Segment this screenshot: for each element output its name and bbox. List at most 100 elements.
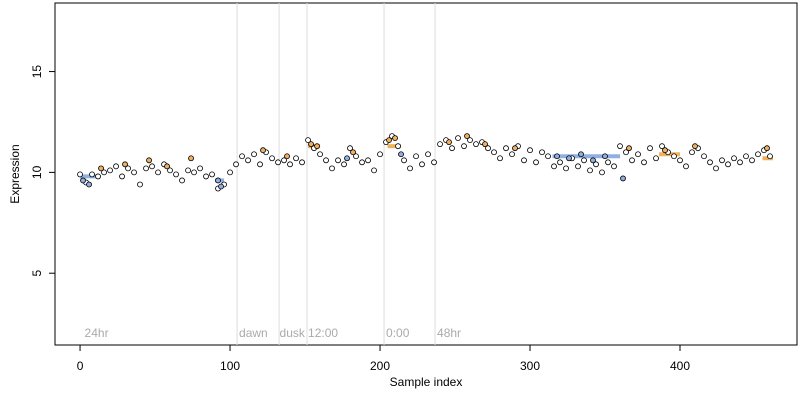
point [431,159,437,166]
point [347,145,353,152]
y-tick-label: 10 [30,165,44,179]
point [677,157,683,164]
point [557,159,563,166]
point [611,163,617,170]
point [197,165,203,172]
point [719,157,725,164]
annotation: dawn [239,326,268,340]
point [281,157,287,164]
point [227,169,233,176]
point [149,163,155,170]
point [539,149,545,156]
point [605,159,611,166]
point [245,157,251,164]
point [119,173,125,180]
point [575,163,581,170]
point [503,145,509,152]
point [692,143,698,150]
point [725,161,731,168]
point [599,169,605,176]
point [764,145,770,152]
point [749,157,755,164]
point [620,175,626,182]
point [437,141,443,148]
point [563,165,569,172]
point [392,135,398,142]
point [767,153,773,160]
point [455,135,461,142]
annotation: 0:00 [386,326,410,340]
annotation: 24hr [85,326,109,340]
point [215,177,221,184]
annotation: dusk [280,326,306,340]
point [491,149,497,156]
point [317,151,323,158]
point [521,157,527,164]
point [329,165,335,172]
point [707,159,713,166]
point [587,167,593,174]
point [407,165,413,172]
point [743,153,749,160]
point [209,171,215,178]
point [401,157,407,164]
x-tick-label: 400 [670,359,690,373]
x-axis-label: Sample index [390,375,463,389]
point [551,163,557,170]
point [98,165,104,172]
point [260,147,266,154]
point [527,147,533,154]
point [218,183,224,190]
point [545,153,551,160]
point [137,181,143,188]
point [737,159,743,166]
point [377,151,383,158]
point [344,155,350,162]
point [107,167,113,174]
point [203,173,209,180]
point [185,167,191,174]
point [635,151,641,158]
x-tick-label: 200 [370,359,390,373]
point [659,143,665,150]
point [713,165,719,172]
point [305,137,311,144]
point [464,133,470,139]
point [509,151,515,158]
point [398,151,404,158]
annotation: 12:00 [308,326,338,340]
point [419,161,425,168]
point [308,141,314,148]
point [77,171,83,178]
point [95,173,101,180]
point [701,153,707,160]
point [293,155,299,162]
point [566,155,572,162]
point [146,157,152,164]
x-tick-label: 100 [220,359,240,373]
point [533,159,539,166]
point [653,155,659,162]
x-tick-label: 0 [77,359,84,373]
point [617,143,623,150]
point [581,157,587,164]
point [350,149,356,156]
point [167,167,173,174]
point [485,145,491,152]
point [341,161,347,168]
point [731,155,737,162]
point [155,169,161,176]
point [284,153,290,160]
x-tick-label: 300 [520,359,540,373]
point [482,141,488,148]
point [269,155,275,162]
point [755,151,761,158]
point [257,161,263,168]
point [251,151,257,158]
point [275,159,281,166]
point [593,161,599,168]
point [89,171,95,178]
point [578,151,584,158]
point [623,149,629,156]
